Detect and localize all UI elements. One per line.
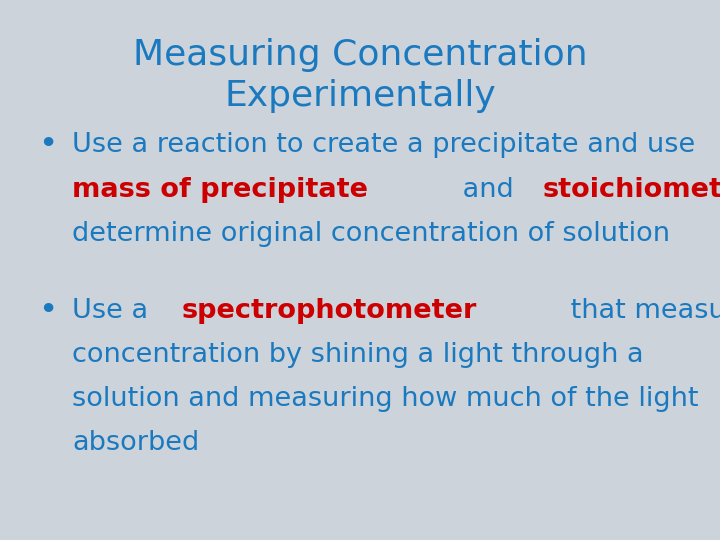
Text: Measuring Concentration
Experimentally: Measuring Concentration Experimentally	[132, 38, 588, 112]
Text: absorbed: absorbed	[72, 430, 199, 456]
Text: spectrophotometer: spectrophotometer	[181, 298, 477, 323]
Text: stoichiometry: stoichiometry	[542, 177, 720, 202]
Text: concentration by shining a light through a: concentration by shining a light through…	[72, 342, 644, 368]
Text: •: •	[40, 132, 57, 158]
Text: mass of precipitate: mass of precipitate	[72, 177, 368, 202]
Text: Use a reaction to create a precipitate and use: Use a reaction to create a precipitate a…	[72, 132, 704, 158]
Text: Use a: Use a	[72, 298, 157, 323]
Text: and: and	[454, 177, 522, 202]
Text: solution and measuring how much of the light: solution and measuring how much of the l…	[72, 386, 698, 412]
Text: determine original concentration of solution: determine original concentration of solu…	[72, 221, 670, 247]
Text: •: •	[40, 298, 57, 323]
Text: that measures: that measures	[562, 298, 720, 323]
